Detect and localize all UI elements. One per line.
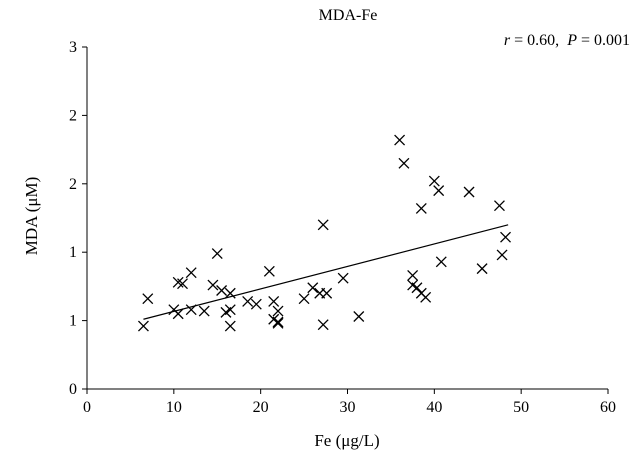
x-tick-label: 10 bbox=[166, 399, 182, 416]
data-point bbox=[172, 308, 184, 320]
data-point bbox=[207, 279, 219, 291]
data-point bbox=[185, 304, 197, 316]
x-axis-title: Fe (μg/L) bbox=[314, 431, 379, 450]
y-axis-ticks: 0 1 1 2 2 3 bbox=[69, 39, 87, 398]
x-axis-ticks: 0 10 20 30 40 50 60 bbox=[83, 389, 616, 416]
correlation-annotation: r = 0.60, P = 0.001 bbox=[504, 32, 630, 49]
y-tick-label: 2 bbox=[69, 107, 77, 124]
x-tick-label: 20 bbox=[253, 399, 269, 416]
data-point bbox=[321, 287, 333, 299]
data-point bbox=[411, 282, 423, 294]
data-point bbox=[435, 256, 447, 268]
data-point bbox=[500, 231, 511, 243]
r-label: r bbox=[504, 32, 511, 49]
y-tick-label: 2 bbox=[69, 176, 77, 193]
chart-title: MDA-Fe bbox=[319, 7, 378, 24]
data-point bbox=[224, 304, 236, 316]
data-point bbox=[353, 311, 365, 322]
data-point bbox=[272, 317, 284, 329]
x-tick-label: 60 bbox=[600, 399, 616, 416]
data-point bbox=[242, 295, 254, 307]
data-point bbox=[496, 249, 508, 261]
data-point bbox=[394, 134, 406, 146]
p-label: P bbox=[566, 32, 577, 49]
trendline bbox=[143, 224, 509, 320]
axes bbox=[86, 47, 608, 390]
data-point bbox=[185, 267, 197, 279]
x-tick-label: 0 bbox=[83, 399, 91, 416]
data-point bbox=[137, 320, 149, 332]
data-point bbox=[272, 316, 284, 328]
data-point bbox=[198, 305, 210, 317]
data-point bbox=[420, 291, 432, 303]
y-tick-label: 3 bbox=[69, 39, 77, 56]
data-point bbox=[428, 175, 440, 187]
x-tick-label: 50 bbox=[513, 399, 529, 416]
r-value: = 0.60, bbox=[510, 32, 567, 49]
data-point bbox=[263, 265, 275, 277]
data-point bbox=[415, 202, 427, 214]
data-point bbox=[298, 293, 310, 305]
data-point bbox=[307, 282, 319, 294]
data-point bbox=[398, 157, 410, 169]
data-point bbox=[216, 285, 228, 296]
data-point bbox=[337, 272, 349, 284]
data-point bbox=[407, 269, 419, 281]
data-point bbox=[493, 200, 505, 212]
data-points bbox=[137, 134, 511, 332]
y-tick-label: 0 bbox=[69, 381, 77, 398]
data-point bbox=[142, 293, 154, 305]
data-point bbox=[272, 305, 284, 317]
data-point bbox=[177, 278, 188, 290]
data-point bbox=[463, 186, 475, 198]
data-point bbox=[476, 263, 488, 275]
y-axis-title: MDA (μM) bbox=[22, 177, 41, 256]
x-tick-label: 40 bbox=[426, 399, 442, 416]
trendline-layer bbox=[143, 224, 509, 320]
data-point bbox=[211, 248, 223, 260]
data-point bbox=[317, 219, 329, 231]
data-point bbox=[317, 319, 329, 331]
y-tick-label: 1 bbox=[69, 313, 77, 330]
p-value: = 0.001 bbox=[577, 32, 630, 49]
data-point bbox=[172, 276, 184, 288]
data-point bbox=[268, 295, 280, 307]
x-tick-label: 30 bbox=[340, 399, 356, 416]
data-point bbox=[433, 185, 445, 197]
data-point bbox=[224, 320, 236, 332]
data-point bbox=[224, 287, 236, 299]
y-tick-label: 1 bbox=[69, 244, 77, 261]
data-point bbox=[250, 298, 262, 310]
